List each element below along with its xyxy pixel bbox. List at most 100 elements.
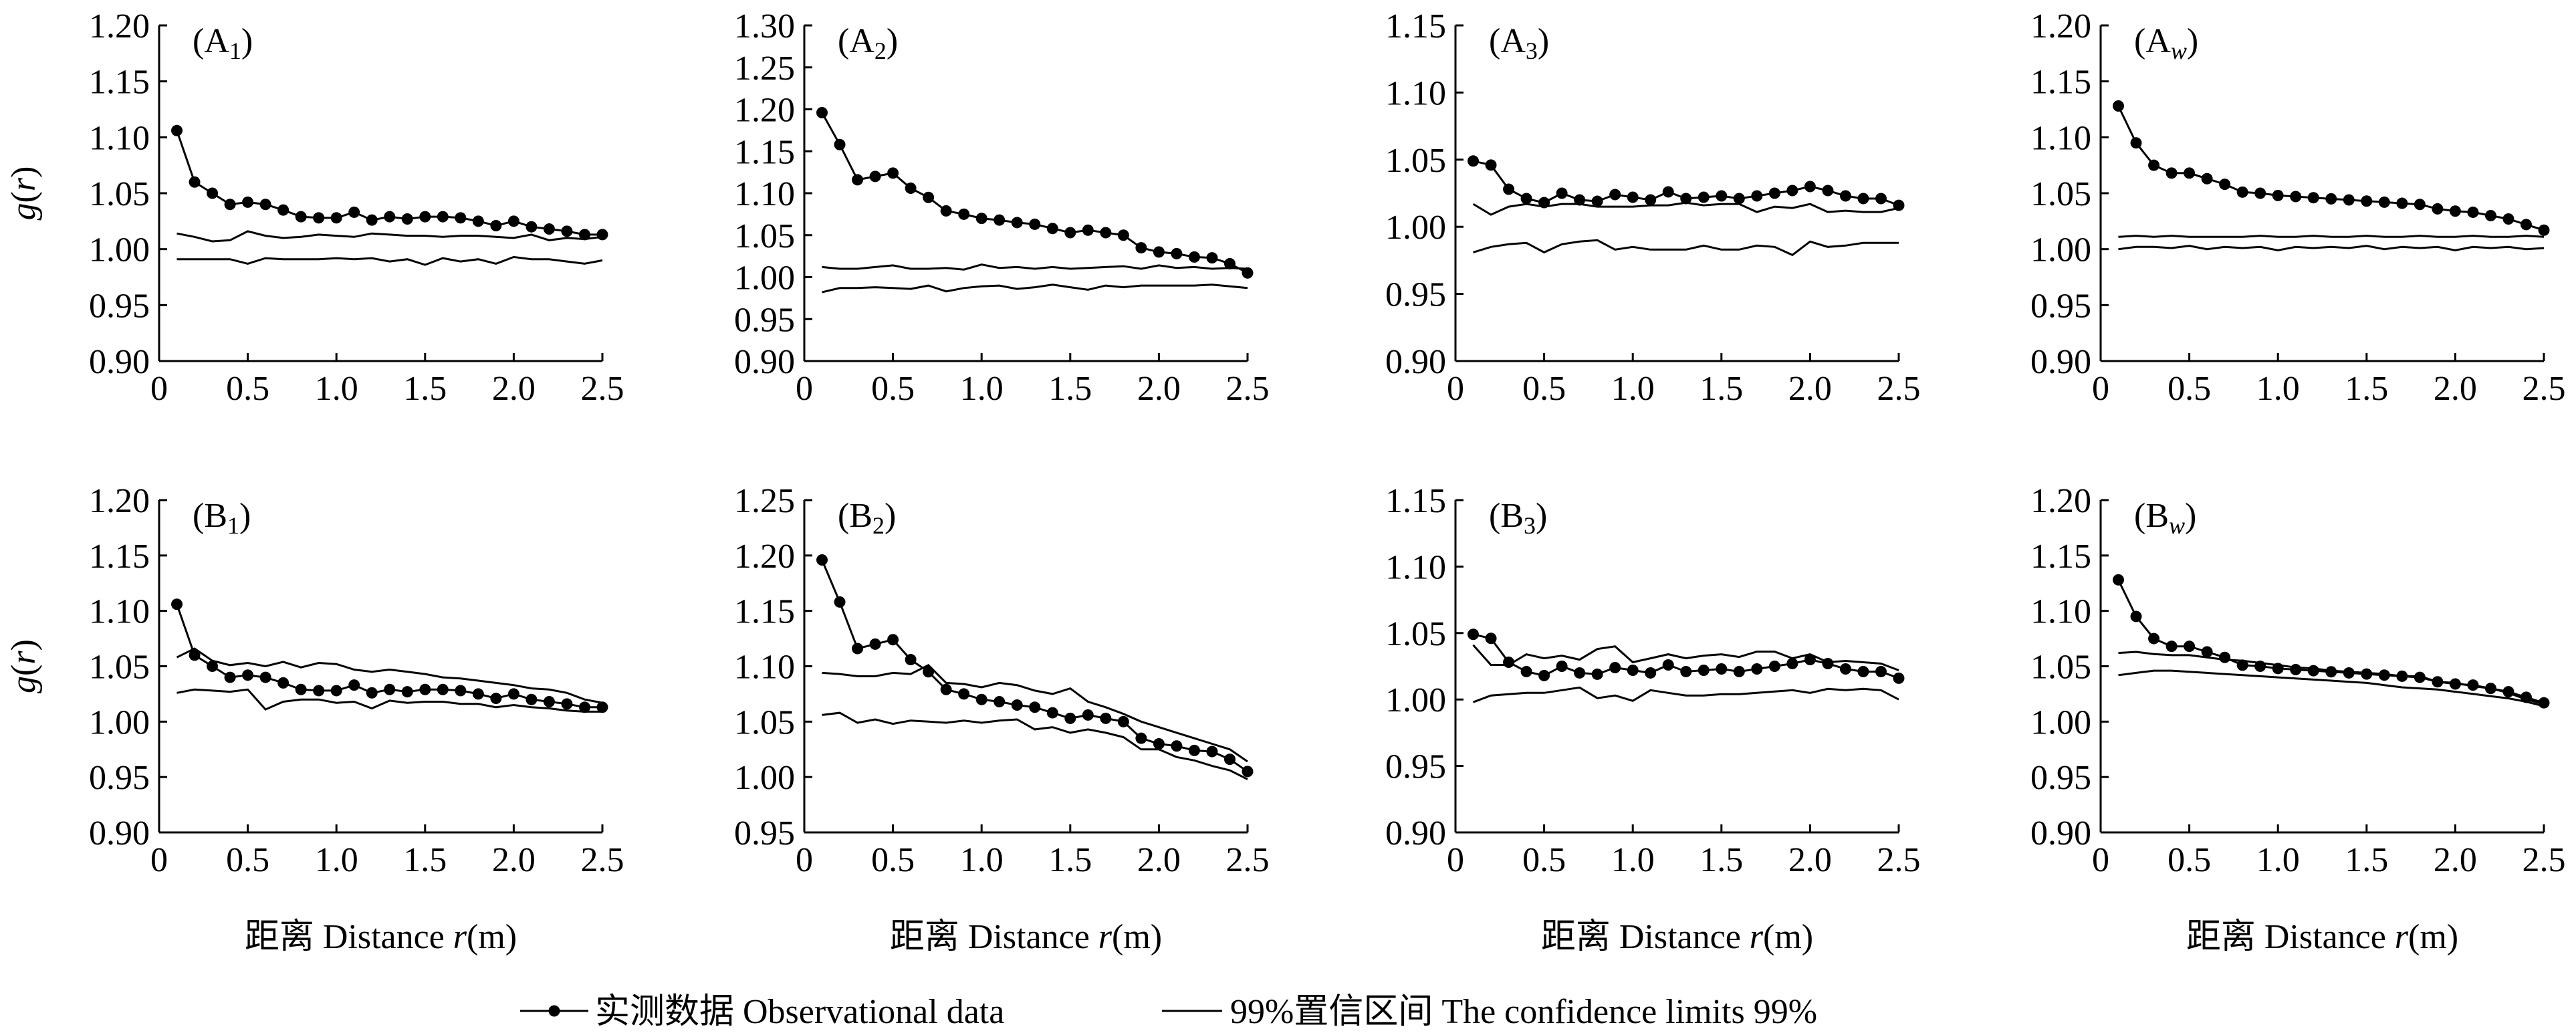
- y-tick-label: 0.95: [1385, 276, 1446, 314]
- observed-point: [1716, 663, 1728, 675]
- x-tick-label: 0.5: [226, 841, 269, 879]
- observed-point: [1520, 193, 1532, 205]
- observed-point: [207, 661, 219, 672]
- x-tick-label: 0: [2092, 370, 2109, 408]
- observed-point: [543, 223, 555, 235]
- y-tick-label: 1.00: [2030, 231, 2091, 269]
- observed-point: [525, 221, 538, 233]
- observed-point: [1029, 218, 1041, 230]
- observed-point: [923, 191, 935, 203]
- observed-point: [419, 683, 431, 695]
- observed-point: [189, 176, 201, 188]
- observed-point: [2520, 691, 2532, 703]
- x-tick-label: 0.5: [2168, 841, 2211, 879]
- observed-line: [2117, 105, 2545, 231]
- x-tick-label: 2.0: [492, 370, 536, 408]
- panel-label-subscript: 1: [229, 37, 241, 64]
- x-tick-label: 0.5: [226, 370, 269, 408]
- observed-point: [455, 685, 467, 697]
- panel-label-letter: (B: [1489, 497, 1524, 535]
- observed-point: [2236, 186, 2248, 198]
- x-axis-title-var: r: [1098, 918, 1113, 956]
- observed-point: [2165, 641, 2178, 653]
- confidence-upper-line: [822, 263, 1248, 271]
- panel-label-paren: ): [1536, 497, 1547, 535]
- panel-label-letter: (B: [2134, 497, 2169, 535]
- legend-confidence-label: 99%置信区间 The confidence limits 99%: [1230, 993, 1817, 1031]
- observed-point: [348, 206, 360, 218]
- observed-point: [224, 671, 236, 683]
- y-axis-title-paren: (: [5, 191, 43, 203]
- observed-point: [869, 638, 881, 650]
- observed-point: [1556, 661, 1568, 672]
- y-tick-label: 1.20: [89, 482, 150, 520]
- observed-point: [2414, 199, 2426, 211]
- observed-point: [2130, 610, 2142, 622]
- observed-point: [1100, 227, 1112, 239]
- observed-point: [852, 174, 864, 186]
- observed-point: [1485, 159, 1497, 171]
- observed-point: [2502, 213, 2514, 225]
- observed-point: [2484, 209, 2496, 221]
- observed-point: [2165, 167, 2178, 179]
- y-tick-label: 1.05: [734, 703, 795, 741]
- observed-point: [852, 643, 864, 655]
- x-axis-title-text: 距离 Distance: [245, 918, 453, 956]
- y-tick-label: 0.90: [2030, 343, 2091, 381]
- observed-point: [1171, 247, 1183, 259]
- observed-point: [1574, 194, 1586, 206]
- y-tick-label: 1.20: [734, 92, 795, 130]
- x-tick-label: 2.0: [2434, 841, 2477, 879]
- observed-point: [543, 696, 555, 708]
- y-tick-label: 1.00: [734, 259, 795, 298]
- panel-label-paren: ): [885, 497, 896, 535]
- observed-point: [2378, 196, 2390, 208]
- observed-point: [2201, 646, 2213, 658]
- observed-point: [1893, 199, 1905, 211]
- x-tick-label: 2.5: [1226, 841, 1270, 879]
- observed-point: [1153, 246, 1165, 258]
- panel-label-letter: (A: [838, 22, 874, 60]
- y-tick-label: 1.20: [2030, 7, 2091, 45]
- observed-point: [1046, 223, 1058, 235]
- y-tick-label: 0.95: [1385, 748, 1446, 786]
- observed-point: [1468, 628, 1480, 641]
- observed-point: [905, 654, 917, 666]
- panel-label: (B2): [838, 497, 896, 539]
- y-axis-title-arg: r: [5, 177, 43, 191]
- x-axis-title-var: r: [2395, 918, 2409, 956]
- observed-point: [1786, 658, 1798, 670]
- observed-point: [2201, 172, 2213, 185]
- observed-point: [366, 214, 378, 226]
- x-tick-label: 1.5: [1048, 370, 1092, 408]
- observed-line: [2117, 579, 2545, 704]
- x-axis-title: 距离 Distance r(m): [1541, 918, 1813, 956]
- y-tick-label: 1.00: [2030, 703, 2091, 741]
- panel-label: (A1): [193, 22, 253, 64]
- y-tick-label: 1.00: [1385, 681, 1446, 719]
- observed-point: [2484, 683, 2496, 695]
- x-axis-title-unit: (m): [2408, 918, 2458, 956]
- observed-point: [401, 686, 413, 698]
- x-tick-label: 1.0: [315, 370, 358, 408]
- observed-point: [561, 698, 573, 710]
- x-axis-title-unit: (m): [1763, 918, 1813, 956]
- x-tick-label: 2.5: [1877, 841, 1921, 879]
- panel-label: (A3): [1489, 22, 1549, 64]
- y-tick-label: 1.15: [1385, 7, 1446, 45]
- observed-point: [1135, 242, 1147, 254]
- observed-point: [1875, 665, 1887, 677]
- y-axis-title-paren: ): [5, 166, 43, 178]
- x-axis-title-unit: (m): [1112, 918, 1162, 956]
- observed-point: [1223, 257, 1236, 269]
- panel-label-letter: (A: [193, 22, 229, 60]
- observed-line: [821, 112, 1248, 274]
- confidence-lower-line: [177, 255, 603, 266]
- observed-point: [1751, 190, 1763, 202]
- observed-point: [2236, 659, 2248, 671]
- y-tick-label: 1.00: [1385, 209, 1446, 247]
- y-tick-label: 1.05: [734, 217, 795, 255]
- observed-point: [1893, 672, 1905, 684]
- y-axis-title: g(r): [5, 639, 43, 693]
- y-tick-label: 0.95: [734, 301, 795, 339]
